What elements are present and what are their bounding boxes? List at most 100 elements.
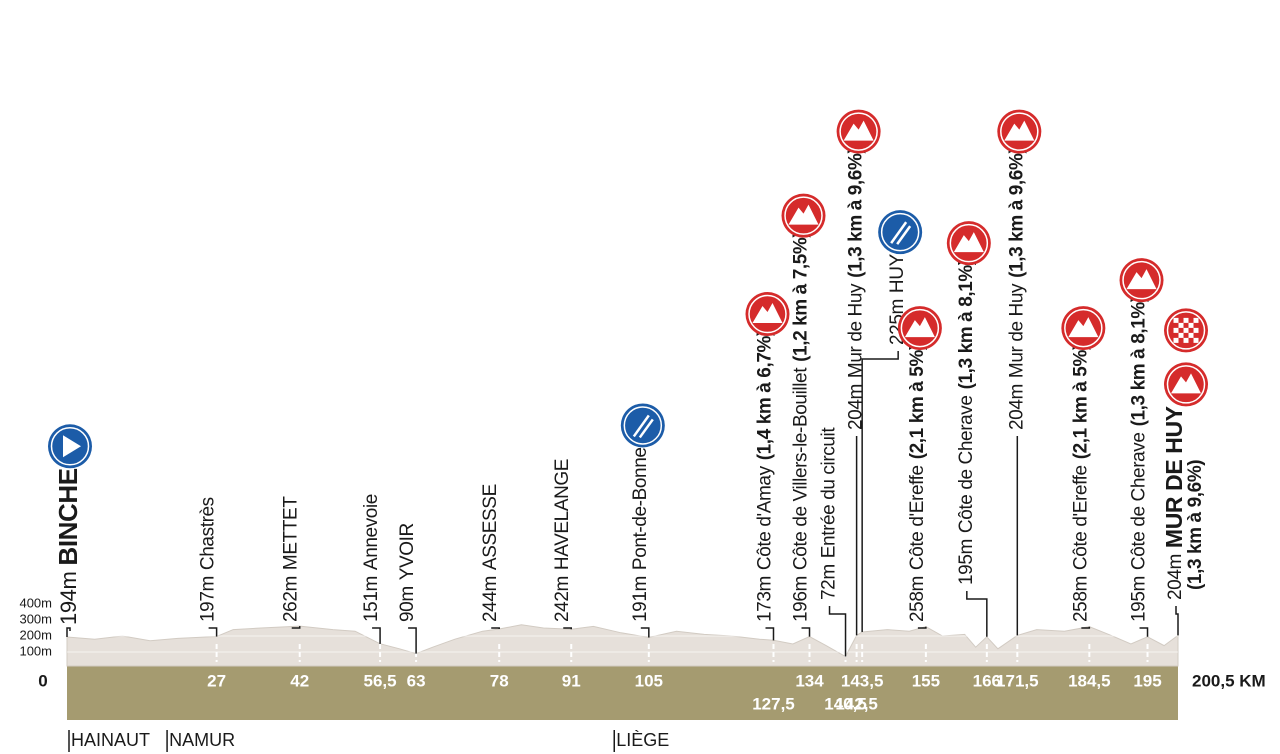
waypoint-label: 173m Côte d'Amay (1,4 km à 6,7%)	[755, 330, 776, 622]
x-tick-label: 105	[635, 671, 663, 690]
x-tick-label: 91	[562, 671, 581, 690]
waypoint-label: 244m ASSESSE	[480, 484, 501, 622]
waypoint-altitude: 195m	[956, 539, 977, 585]
waypoint-label: 258m Côte d'Ereffe (2,1 km à 5%)	[1070, 344, 1091, 622]
leader-line	[1081, 626, 1091, 629]
x-tick-label: 143,5	[841, 671, 884, 690]
leader-line	[408, 627, 417, 654]
waypoint-name: Chastrès	[198, 497, 219, 570]
waypoint-altitude: 173m	[755, 576, 776, 622]
checker-square	[1193, 327, 1199, 333]
waypoint-label: 258m Côte d'Ereffe (2,1 km à 5%)	[907, 344, 928, 622]
x-tick-label: 195	[1133, 671, 1161, 690]
checker-square	[1188, 332, 1194, 338]
waypoint-label: 72m Entrée du circuit	[819, 427, 840, 600]
waypoint-label: 191m Pont-de-Bonne	[630, 447, 651, 622]
waypoint-label: 195m Côte de Cherave (1,3 km à 8,1%)	[956, 259, 977, 585]
x-tick-label: 171,5	[996, 671, 1039, 690]
climb-icon	[745, 292, 790, 337]
x-tick-label: 78	[490, 671, 509, 690]
leader-line	[1175, 606, 1179, 636]
icon-inner-ring	[949, 223, 989, 263]
waypoint-detail: (1,2 km à 7,5%)	[791, 232, 812, 362]
waypoint-name: Mur de Huy	[1006, 283, 1027, 378]
leader-line	[208, 627, 218, 637]
waypoint-detail: (1,3 km à 8,1%)	[956, 259, 977, 389]
waypoint-name: Mur de Huy	[846, 283, 867, 378]
waypoint-name: METTET	[281, 496, 302, 570]
arrow	[63, 435, 81, 458]
waypoint-label: 90m YVOIR	[397, 523, 418, 622]
climb-icon	[1164, 362, 1208, 407]
checker-square	[1193, 317, 1199, 323]
waypoint-label: 196m Côte de Villers-le-Bouillet (1,2 km à…	[791, 232, 812, 622]
checker-square	[1173, 337, 1179, 343]
leader-line	[291, 626, 301, 629]
waypoint-label: 195m Côte de Cherave (1,3 km à 8,1%)	[1129, 296, 1150, 622]
leader-line	[1139, 627, 1149, 637]
icon-inner-ring	[1000, 112, 1039, 151]
waypoint-name: HUY	[887, 253, 908, 293]
x-tick-label: 27	[207, 671, 226, 690]
icon-inner-ring	[748, 294, 787, 334]
climb-icon	[836, 109, 881, 154]
x-tick-label: 140,5	[824, 694, 867, 713]
waypoint-detail: (1,3 km à 9,6%)	[1185, 460, 1206, 590]
x-tick-label: 142,5	[835, 694, 878, 713]
y-tick-label: 400m	[19, 595, 52, 610]
y-tick-label: 300m	[19, 611, 52, 626]
leader-line	[563, 627, 572, 630]
fork	[890, 221, 908, 244]
checker-square	[1178, 332, 1184, 338]
leader-line	[861, 351, 899, 632]
waypoint-name: Côte d'Ereffe	[907, 465, 928, 570]
y-tick-label: 200m	[19, 627, 52, 642]
waypoint-detail: (1,3 km à 9,6%)	[1006, 148, 1027, 278]
waypoint-label: 194m BINCHE	[53, 468, 83, 625]
ground-band	[67, 665, 1178, 720]
waypoint-label: 204m Mur de Huy (1,3 km à 9,6%)	[846, 148, 867, 430]
climb-icon	[897, 306, 942, 351]
leader-line	[765, 627, 775, 641]
elevation-profile	[66, 624, 1179, 667]
waypoint-name: Côte de Cherave	[1129, 432, 1150, 570]
leader-line	[66, 627, 71, 637]
waypoint-altitude: 204m	[1165, 554, 1186, 600]
waypoint-altitude: 191m	[630, 576, 651, 622]
mountain	[788, 204, 819, 225]
waypoint-label: 242m HAVELANGE	[552, 459, 573, 622]
region-name: LIÈGE	[616, 730, 669, 750]
x-tick-label: 200,5 KM	[1192, 671, 1266, 690]
waypoint-name: Côte d'Amay	[755, 465, 776, 570]
waypoint-altitude: 197m	[198, 576, 219, 622]
x-tick-label: 63	[407, 671, 426, 690]
x-tick-label: 127,5	[752, 694, 795, 713]
waypoint-name: BINCHE	[53, 468, 83, 565]
waypoint-altitude: 151m	[361, 576, 382, 622]
waypoint-altitude: 258m	[1070, 576, 1091, 622]
leader-line	[372, 627, 381, 644]
waypoint-name: ASSESSE	[480, 484, 501, 570]
mountain	[904, 317, 935, 338]
fork	[632, 414, 650, 438]
checker-square	[1183, 317, 1189, 323]
waypoint-altitude: 242m	[552, 576, 573, 622]
feed-icon	[878, 210, 923, 255]
waypoint-name: MUR DE HUY	[1161, 406, 1187, 548]
waypoint-altitude: 204m	[846, 384, 867, 430]
checker-square	[1178, 322, 1184, 328]
waypoint-label: 151m Annevoie	[361, 494, 382, 622]
y-tick-label: 100m	[19, 643, 52, 658]
x-tick-label: 56,5	[364, 671, 397, 690]
region-name: NAMUR	[169, 730, 235, 750]
waypoint-name: Côte de Cherave	[956, 395, 977, 533]
checker-square	[1173, 317, 1179, 323]
waypoint-altitude: 90m	[397, 586, 418, 622]
waypoint-altitude: 244m	[480, 576, 501, 622]
knife	[638, 418, 654, 439]
icon-inner-ring	[900, 308, 940, 348]
waypoint-name: Côte d'Ereffe	[1070, 465, 1091, 570]
icon-inner-ring	[623, 406, 663, 445]
waypoint-label: 197m Chastrès	[198, 497, 219, 622]
